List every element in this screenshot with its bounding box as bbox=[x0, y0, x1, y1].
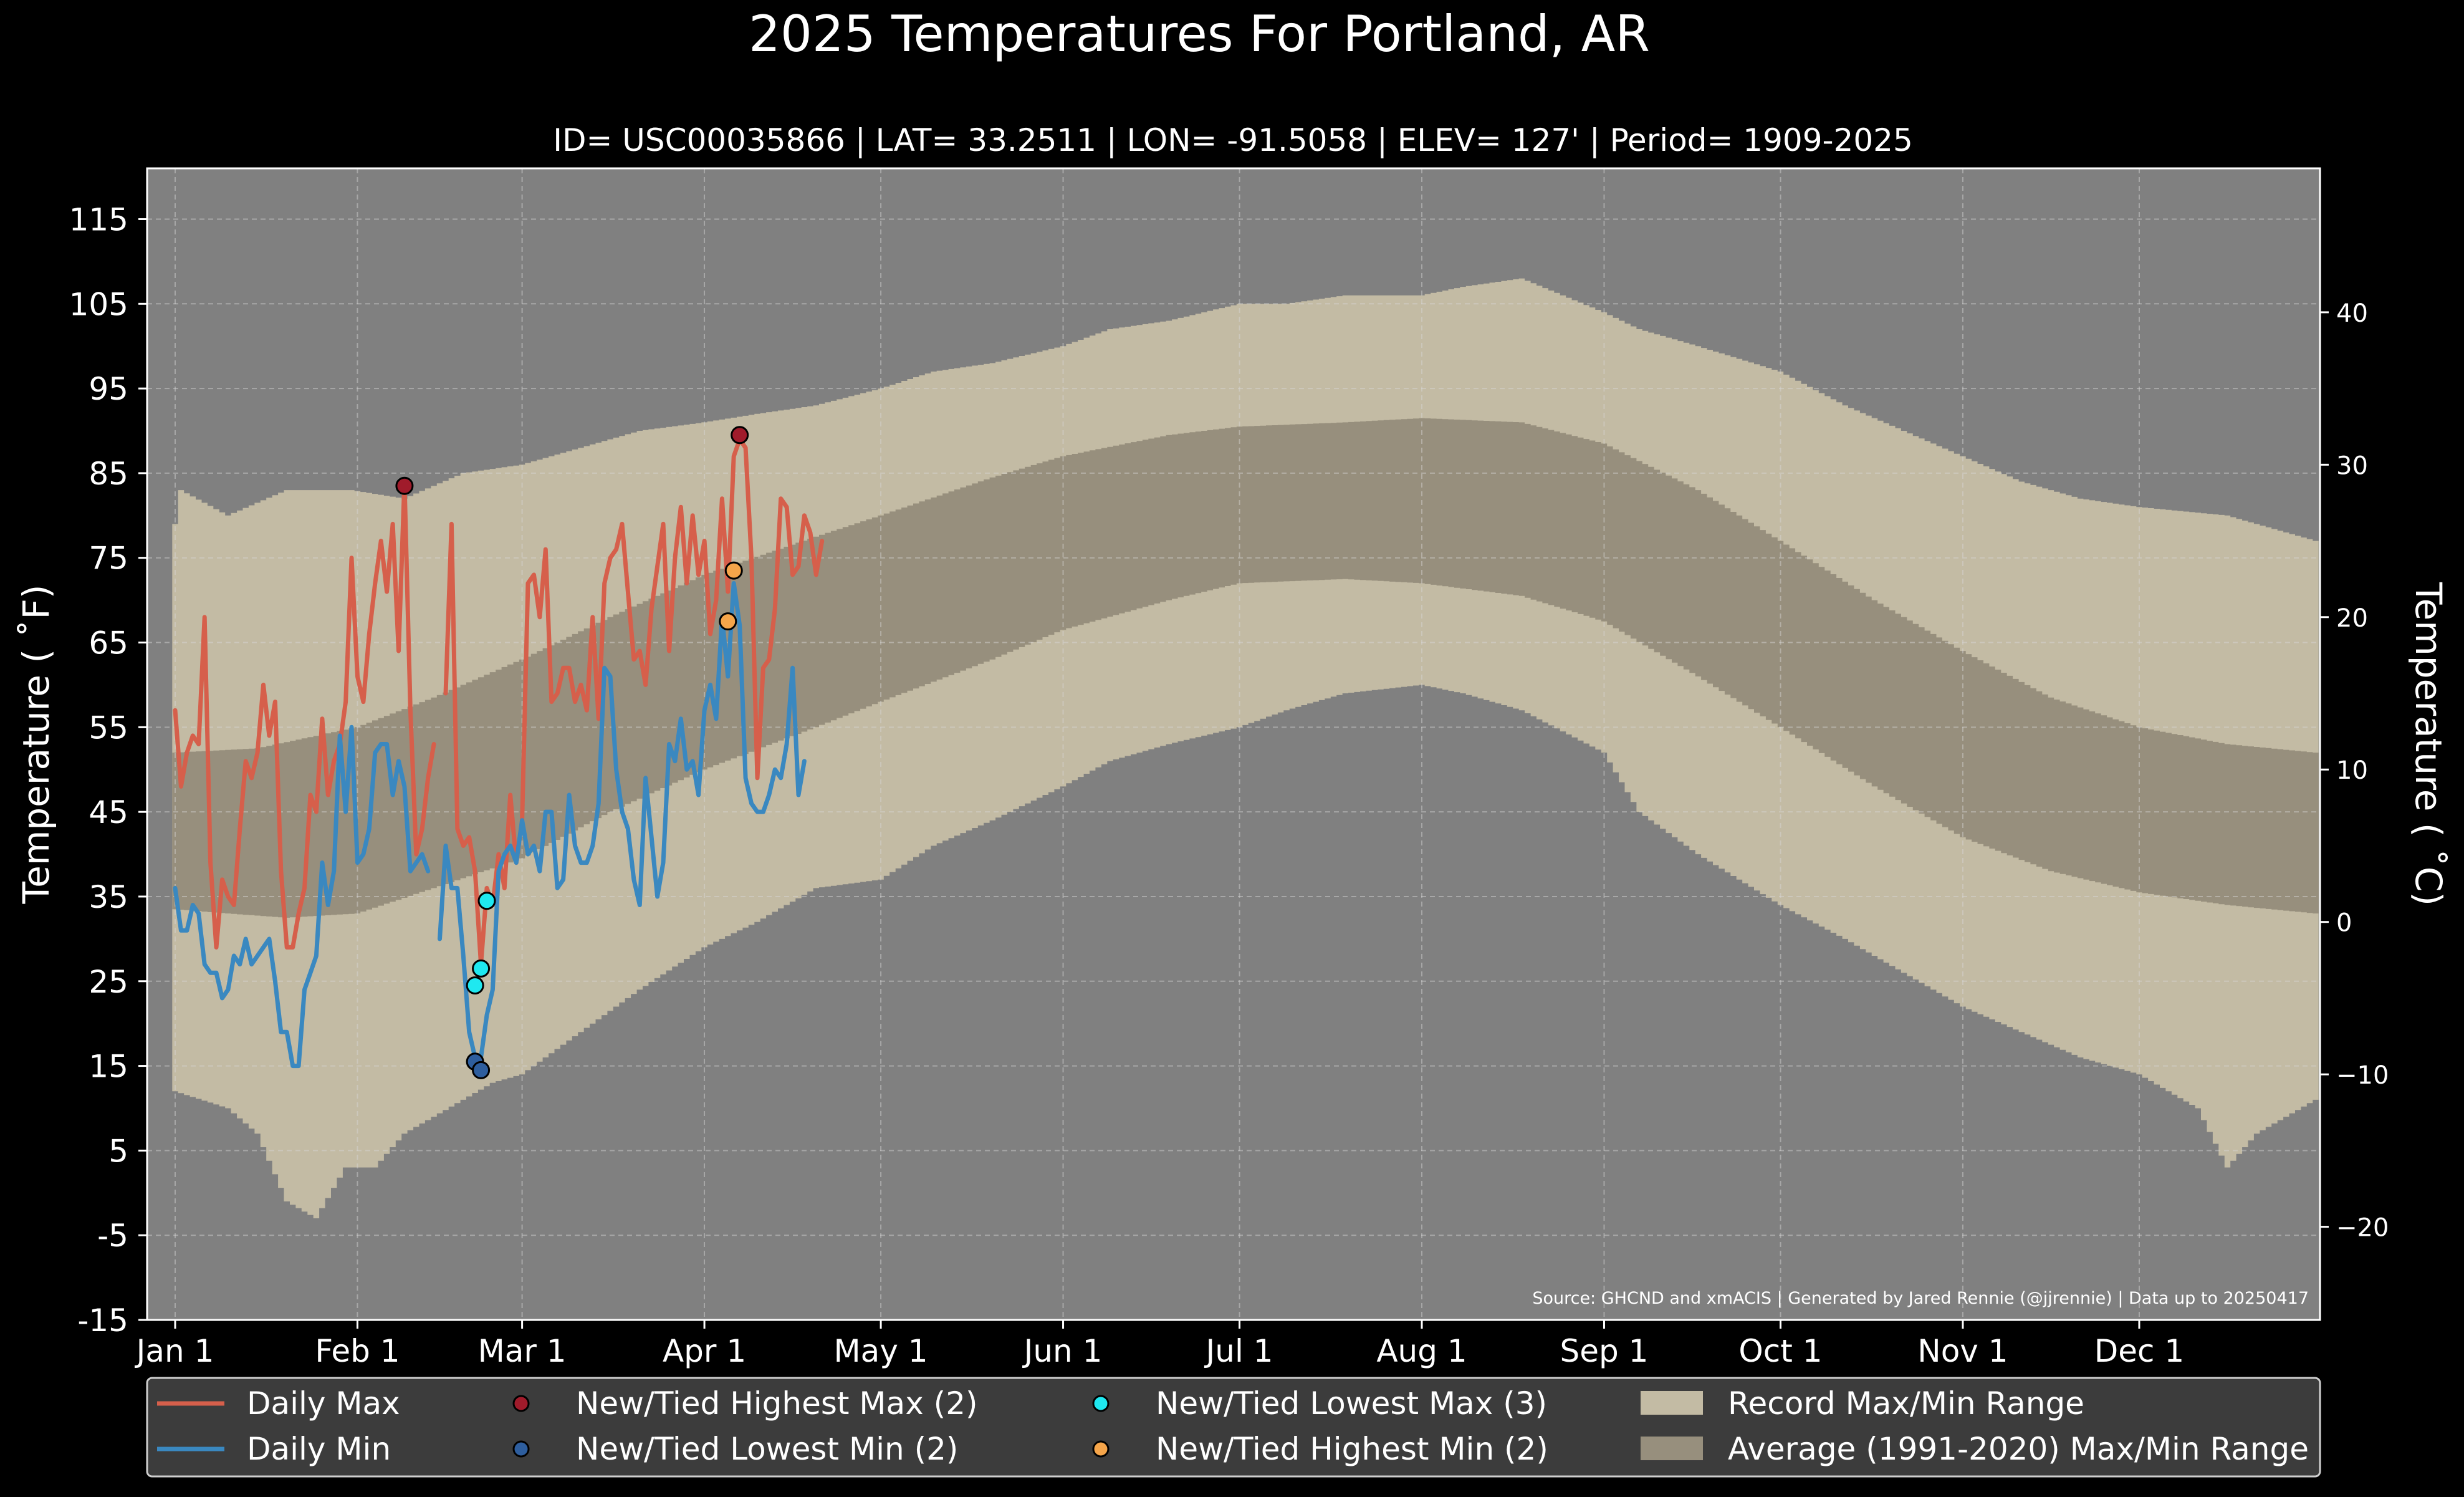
x-tick-label: Aug 1 bbox=[1376, 1333, 1467, 1369]
x-tick-label: May 1 bbox=[834, 1333, 928, 1369]
record-range-band bbox=[172, 278, 2319, 1219]
legend-label: New/Tied Lowest Max (3) bbox=[1156, 1385, 1547, 1422]
y-tick-label-left: 65 bbox=[89, 625, 128, 662]
legend-items: Daily Max Daily Min New/Tied Highest Max (… bbox=[157, 1385, 2309, 1467]
legend-label: Record Max/Min Range bbox=[1728, 1385, 2084, 1422]
y-tick-label-left: -15 bbox=[77, 1302, 128, 1339]
x-tick-label: Jul 1 bbox=[1204, 1333, 1273, 1369]
legend-item: New/Tied Highest Min (2) bbox=[1092, 1431, 1548, 1467]
x-tick-label: Apr 1 bbox=[663, 1333, 746, 1369]
legend-label: New/Tied Lowest Min (2) bbox=[576, 1431, 958, 1467]
y-tick-label-right: 20 bbox=[2336, 604, 2368, 633]
daily-min-line bbox=[438, 581, 807, 1060]
y-tick-label-left: 25 bbox=[89, 964, 128, 1000]
legend-item: Record Max/Min Range bbox=[1641, 1385, 2084, 1422]
x-tick-label: Mar 1 bbox=[478, 1333, 567, 1369]
legend-dot-swatch bbox=[1092, 1395, 1110, 1412]
legend-label: Daily Min bbox=[247, 1431, 391, 1467]
x-tick-label: Nov 1 bbox=[1917, 1333, 2008, 1369]
x-tick-label: Jun 1 bbox=[1022, 1333, 1103, 1369]
x-tick-label: Oct 1 bbox=[1738, 1333, 1822, 1369]
record-marker bbox=[472, 959, 491, 978]
x-tick-label: Sep 1 bbox=[1560, 1333, 1649, 1369]
record-marker bbox=[395, 476, 414, 495]
y-axis-label-left: Temperature ( ˚F) bbox=[15, 585, 57, 905]
legend-dot-swatch bbox=[1092, 1440, 1110, 1458]
grid-lines bbox=[147, 168, 2320, 1321]
legend-label: New/Tied Highest Min (2) bbox=[1156, 1431, 1548, 1467]
y-tick-label-left: 45 bbox=[89, 794, 128, 830]
legend-dot-swatch bbox=[512, 1440, 530, 1458]
record-marker bbox=[472, 1061, 491, 1079]
daily-max-line bbox=[173, 479, 436, 950]
y-tick-label-right: 30 bbox=[2336, 451, 2368, 480]
legend-item: Average (1991-2020) Max/Min Range bbox=[1641, 1431, 2309, 1467]
x-tick-label: Jan 1 bbox=[135, 1333, 214, 1369]
x-tick-label: Feb 1 bbox=[315, 1333, 400, 1369]
y-tick-label-right: 0 bbox=[2336, 909, 2352, 938]
plot-area: Source: GHCND and xmACIS | Generated by … bbox=[146, 167, 2321, 1321]
y-tick-label-left: 75 bbox=[89, 541, 128, 577]
y-tick-label-left: 35 bbox=[89, 879, 128, 915]
source-note: Source: GHCND and xmACIS | Generated by … bbox=[1532, 1289, 2309, 1308]
y-tick-label-left: 115 bbox=[69, 201, 128, 238]
legend-patch-swatch bbox=[1641, 1437, 1703, 1460]
x-tick-label: Dec 1 bbox=[2094, 1333, 2184, 1369]
record-marker bbox=[731, 426, 749, 445]
y-tick-label-left: 85 bbox=[89, 456, 128, 492]
record-marker bbox=[477, 892, 496, 910]
y-tick-label-right: −20 bbox=[2336, 1214, 2389, 1243]
chart-subtitle: ID= USC00035866 | LAT= 33.2511 | LON= -9… bbox=[553, 122, 1913, 158]
y-tick-label-left: 95 bbox=[89, 371, 128, 407]
legend-item: New/Tied Highest Max (2) bbox=[512, 1385, 978, 1422]
daily-min-line bbox=[173, 724, 431, 1069]
record-marker bbox=[719, 612, 737, 631]
y-tick-label-right: 10 bbox=[2336, 756, 2368, 785]
y-tick-label-left: 15 bbox=[89, 1049, 128, 1085]
chart-title: 2025 Temperatures For Portland, AR bbox=[749, 5, 1650, 63]
legend-background bbox=[146, 1377, 2321, 1478]
legend-dot-swatch bbox=[512, 1395, 530, 1412]
legend-label: Daily Max bbox=[247, 1385, 400, 1422]
legend-item: New/Tied Lowest Max (3) bbox=[1092, 1385, 1547, 1422]
legend-patch-swatch bbox=[1641, 1391, 1703, 1415]
record-marker bbox=[466, 976, 484, 995]
record-markers bbox=[395, 426, 749, 1079]
legend-item: New/Tied Lowest Min (2) bbox=[512, 1431, 958, 1467]
y-tick-label-right: 40 bbox=[2336, 299, 2368, 328]
axes: -15 -5 5 15 25 35 45 55 65 75 85 95 105 115 −20 −10 0 10 2… bbox=[69, 201, 2389, 1369]
y-tick-label-left: 5 bbox=[108, 1133, 128, 1169]
plot-frame bbox=[146, 167, 2321, 1321]
record-marker bbox=[724, 561, 743, 580]
legend: Daily Max Daily Min New/Tied Highest Max (… bbox=[146, 1377, 2321, 1478]
legend-label: Average (1991-2020) Max/Min Range bbox=[1728, 1431, 2309, 1467]
y-tick-label-left: -5 bbox=[97, 1218, 128, 1254]
legend-label: New/Tied Highest Max (2) bbox=[576, 1385, 978, 1422]
legend-item: Daily Min bbox=[157, 1431, 391, 1467]
daily-max-line bbox=[443, 437, 825, 967]
normal-range-band bbox=[172, 418, 2319, 918]
y-tick-label-left: 105 bbox=[69, 286, 128, 322]
y-tick-label-right: −10 bbox=[2336, 1061, 2389, 1090]
series-lines bbox=[173, 437, 825, 1069]
y-tick-label-left: 55 bbox=[89, 710, 128, 746]
y-axis-label-right: Temperature ( ˚C) bbox=[2407, 582, 2450, 906]
legend-item: Daily Max bbox=[157, 1385, 400, 1422]
